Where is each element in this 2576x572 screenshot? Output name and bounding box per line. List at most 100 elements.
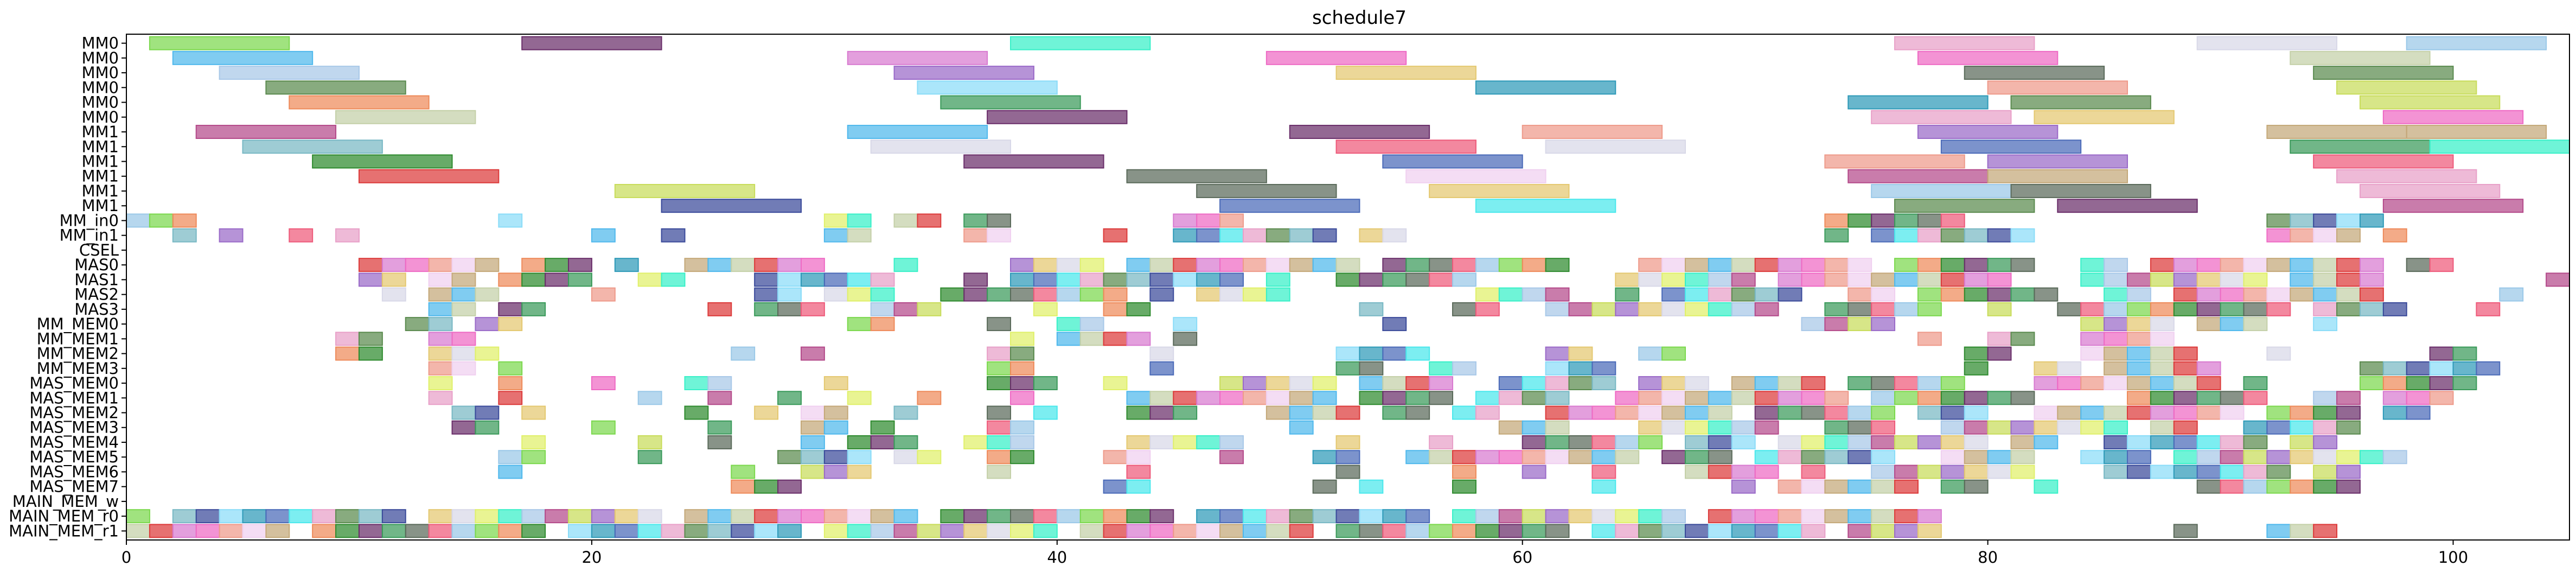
task-bar (1312, 450, 1337, 465)
task-bar (1615, 524, 1640, 538)
task-bar (823, 405, 848, 420)
task-bar (1149, 435, 1174, 449)
task-bar (1522, 465, 1546, 479)
task-bar (1452, 405, 1476, 420)
task-bar (1056, 509, 1081, 524)
task-bar (2266, 287, 2291, 302)
task-bar (1731, 258, 1756, 272)
task-bar (1871, 302, 1896, 316)
task-bar (2359, 302, 2384, 316)
task-bar (1987, 154, 2128, 169)
task-bar (2382, 302, 2407, 316)
task-bar (893, 405, 918, 420)
task-bar (591, 420, 616, 435)
task-bar (2382, 450, 2407, 465)
task-bar (1173, 435, 1198, 449)
task-bar (1429, 361, 1454, 376)
task-bar (1452, 258, 1476, 272)
task-bar (2406, 391, 2431, 405)
task-bar (591, 509, 616, 524)
task-bar (2126, 450, 2151, 465)
task-bar (870, 272, 895, 287)
task-bar (1824, 258, 1849, 272)
task-bar (1615, 435, 1640, 449)
task-bar (1103, 450, 1128, 465)
task-bar (405, 258, 430, 272)
task-bar (684, 405, 709, 420)
task-bar (1824, 228, 1849, 243)
task-bar (987, 465, 1012, 479)
task-bar (661, 199, 802, 213)
task-bar (1545, 391, 1570, 405)
task-bar (2126, 302, 2151, 316)
y-tick-label: MM0 (82, 63, 119, 82)
task-bar (2034, 405, 2059, 420)
task-bar (1824, 435, 1849, 449)
task-bar (1475, 287, 1500, 302)
task-bar (428, 524, 453, 538)
task-bar (358, 524, 383, 538)
task-bar (335, 228, 360, 243)
y-tick-label: MM1 (82, 137, 119, 156)
y-tick-label: MAS_MEM5 (29, 448, 119, 466)
task-bar (2126, 376, 2151, 391)
task-bar (2313, 524, 2338, 538)
task-bar (2313, 66, 2454, 80)
y-tick-label: MM1 (82, 167, 119, 186)
task-bar (1033, 376, 1058, 391)
task-bar (1545, 524, 1570, 538)
task-bar (2196, 36, 2338, 50)
y-tick-label: MM1 (82, 182, 119, 200)
task-bar (1778, 405, 1802, 420)
task-bar (1661, 376, 1686, 391)
task-bar (358, 346, 383, 361)
task-bar (1265, 391, 1290, 405)
task-bar (1778, 450, 1802, 465)
task-bar (1964, 405, 1989, 420)
task-bar (2080, 346, 2105, 361)
task-bar (2336, 287, 2361, 302)
task-bar (1545, 287, 1570, 302)
task-bar (381, 524, 406, 538)
task-bar (242, 524, 267, 538)
task-bar (149, 36, 290, 50)
task-bar (707, 435, 732, 449)
task-bar (1196, 272, 1221, 287)
task-bar (2336, 272, 2361, 287)
task-bar (1684, 391, 1709, 405)
task-bar (2220, 317, 2245, 332)
task-bar (1289, 509, 1314, 524)
task-bar (1079, 332, 1104, 346)
task-bar (2290, 524, 2315, 538)
task-bar (1498, 509, 1523, 524)
task-bar (2499, 287, 2524, 302)
task-bar (1848, 302, 1872, 316)
task-bar (1917, 391, 1942, 405)
task-bar (1219, 258, 1244, 272)
task-bar (1429, 524, 1454, 538)
task-bar (451, 346, 476, 361)
task-bar (2104, 405, 2128, 420)
task-bar (1429, 272, 1454, 287)
task-bar (707, 420, 732, 435)
task-bar (1848, 169, 1989, 183)
task-bar (1917, 376, 1942, 391)
task-bar (2104, 450, 2128, 465)
task-bar (987, 435, 1012, 449)
task-bar (1778, 272, 1802, 287)
task-bar (2196, 376, 2221, 391)
task-bar (823, 287, 848, 302)
task-bar (2010, 420, 2035, 435)
task-bar (1126, 332, 1151, 346)
task-bar (1871, 420, 1896, 435)
task-bar (1801, 465, 1826, 479)
task-bar (1033, 287, 1058, 302)
task-bar (1568, 302, 1593, 316)
task-bar (242, 509, 267, 524)
task-bar (475, 509, 500, 524)
task-bar (1079, 258, 1104, 272)
task-bar (1591, 450, 1616, 465)
task-bar (2313, 228, 2338, 243)
task-bar (451, 361, 476, 376)
task-bar (661, 272, 686, 287)
